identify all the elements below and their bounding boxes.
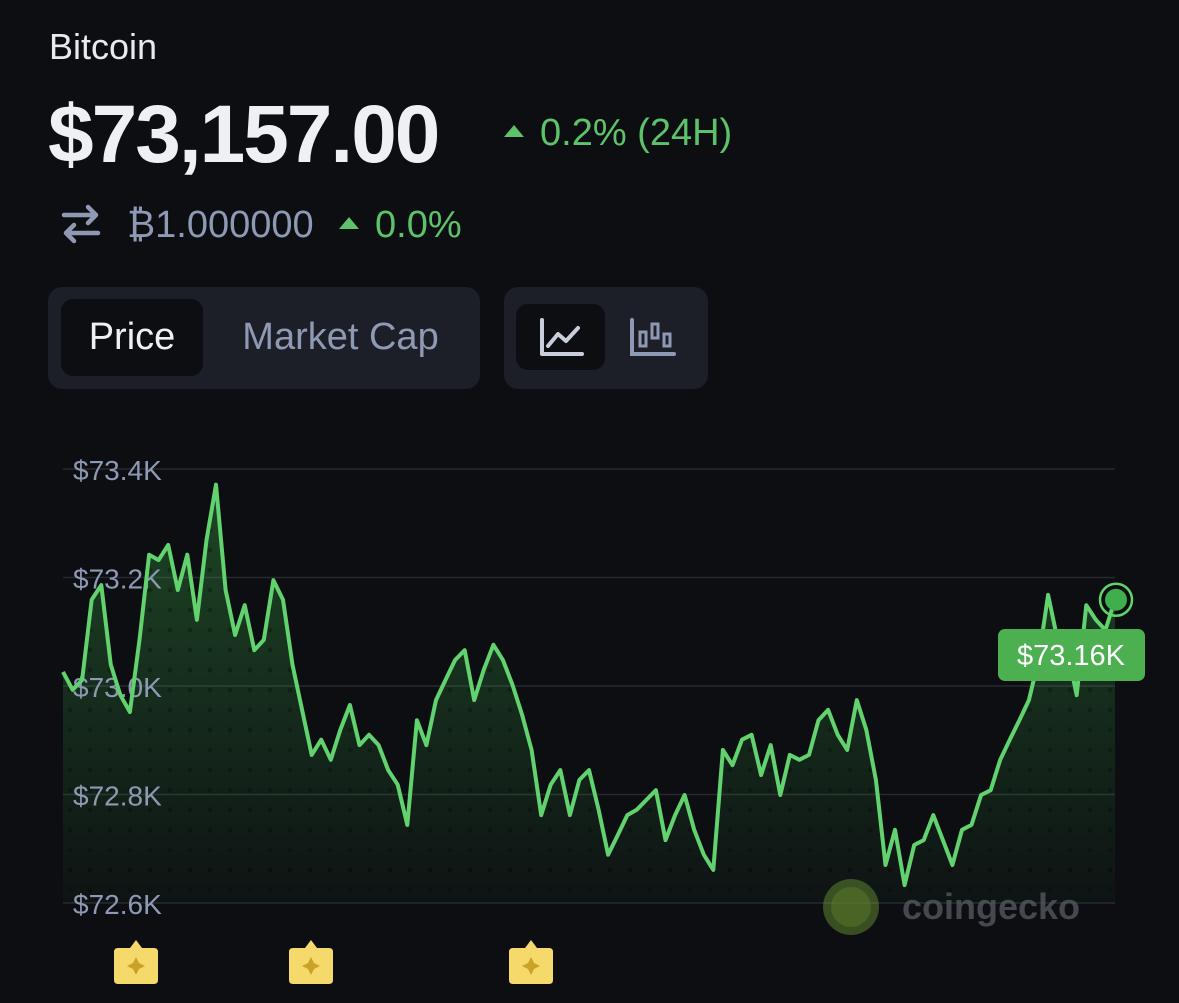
current-point-ring (1098, 582, 1134, 617)
price-tab[interactable]: Price (61, 299, 203, 376)
metric-toggle: Price Market Cap (48, 287, 480, 389)
area-dots (63, 484, 1115, 903)
price-tag: $73.16K (1017, 640, 1126, 672)
y-tick-label: $73.4K (73, 455, 162, 486)
line-chart-button[interactable] (516, 304, 605, 370)
price-change: 0.2% (24H) (540, 112, 733, 154)
current-point (1105, 588, 1127, 611)
y-tick-label: $72.6K (73, 889, 162, 920)
candle-chart-button[interactable] (622, 304, 694, 370)
line-icon (540, 318, 584, 356)
watermark-text: coingecko (902, 886, 1080, 927)
price-tag-box (998, 629, 1145, 681)
watermark: coingecko (823, 879, 1080, 935)
coin-name: Bitcoin (49, 26, 158, 67)
y-tick-label: $72.8K (73, 781, 162, 812)
btc-change: 0.0% (375, 204, 462, 246)
price: $73,157.00 (48, 89, 440, 180)
btc-price: ₿1.000000 (127, 204, 314, 246)
event-markers (114, 940, 553, 984)
up-arrow (339, 217, 359, 229)
market-cap-tab[interactable]: Market Cap (242, 316, 439, 358)
chart-style-toggle (504, 287, 708, 389)
up-arrow (504, 125, 524, 137)
price-line (61, 482, 1117, 888)
swap-icon (61, 204, 101, 244)
